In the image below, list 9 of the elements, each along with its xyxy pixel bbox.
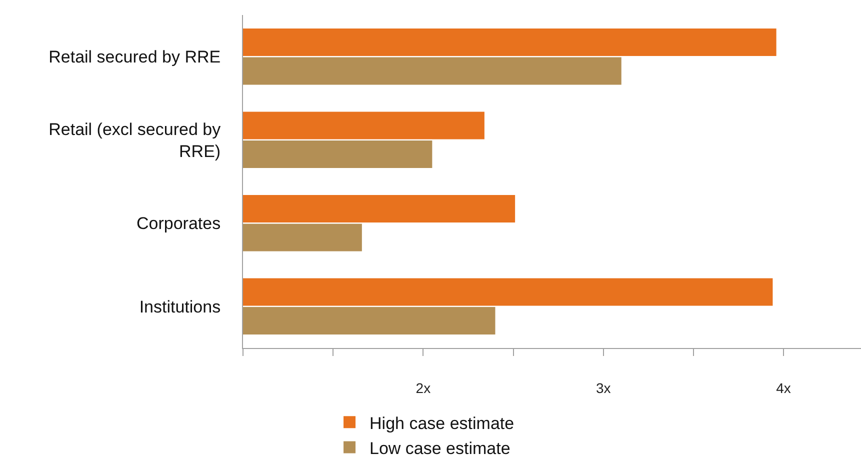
y-tick-label: Retail (excl secured by RRE) bbox=[48, 120, 222, 161]
x-tick-label: 4x bbox=[776, 380, 791, 396]
y-tick-label: Corporates bbox=[136, 214, 221, 234]
y-tick-label: Retail secured by RRE bbox=[48, 48, 221, 67]
legend-label: Low case estimate bbox=[370, 438, 510, 458]
x-tick-label: 3x bbox=[596, 380, 611, 396]
legend-label: High case estimate bbox=[370, 414, 514, 433]
x-tick-label: 2x bbox=[416, 380, 431, 396]
y-tick-label: Institutions bbox=[139, 297, 221, 316]
